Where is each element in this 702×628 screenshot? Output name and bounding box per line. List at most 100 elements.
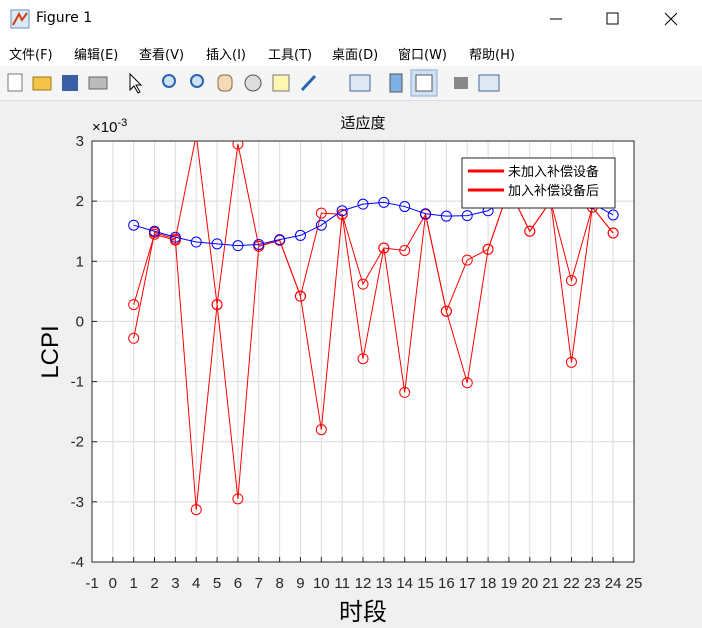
marker xyxy=(169,231,181,243)
marker xyxy=(315,219,327,231)
tool-link[interactable] xyxy=(349,74,371,92)
y-tick-label: -3 xyxy=(71,494,84,511)
chart-title: 适应度 xyxy=(340,114,385,132)
tool-open[interactable] xyxy=(32,76,52,91)
y-tick-label: 0 xyxy=(76,313,84,330)
tool-save[interactable] xyxy=(62,75,78,91)
maximize[interactable] xyxy=(606,12,619,25)
tool-print[interactable] xyxy=(88,76,108,90)
tool-brush[interactable] xyxy=(300,74,317,92)
menu-item[interactable]: 工具(T) xyxy=(268,48,313,63)
marker xyxy=(524,225,536,237)
series-line xyxy=(133,187,614,510)
marker xyxy=(420,208,432,220)
x-tick-label: 16 xyxy=(438,575,455,592)
marker xyxy=(232,141,244,150)
tool-new[interactable] xyxy=(7,73,23,92)
y-exponent: ×10-3 xyxy=(92,117,127,136)
menu-item[interactable]: 查看(V) xyxy=(139,48,185,63)
marker xyxy=(440,305,452,317)
marker xyxy=(274,234,286,246)
marker xyxy=(461,377,473,389)
marker xyxy=(607,209,619,221)
marker xyxy=(399,244,411,256)
marker xyxy=(461,254,473,266)
marker xyxy=(565,275,577,287)
y-tick-label: 2 xyxy=(76,193,84,210)
x-tick-label: 24 xyxy=(605,575,622,592)
tool-rotate[interactable] xyxy=(244,74,262,92)
chart: 适应度 ×10-3 时段 LCPI -1 0 1 2 3 4 5 6 7 8 9 10 11 12 13 14… xyxy=(37,114,643,626)
tool-select[interactable] xyxy=(129,72,143,94)
y-tick-label: -4 xyxy=(71,554,84,571)
menu-item[interactable]: 插入(I) xyxy=(206,48,246,63)
title-bar: Figure 1 xyxy=(0,0,702,38)
x-tick-label: 5 xyxy=(213,575,221,592)
x-tick-label: 6 xyxy=(234,575,242,592)
menu-item[interactable]: 窗口(W) xyxy=(398,48,447,63)
marker xyxy=(211,238,223,250)
window-title: Figure 1 xyxy=(36,10,93,26)
marker xyxy=(357,353,369,365)
tool-colorbar[interactable] xyxy=(389,73,403,93)
app-icon xyxy=(10,9,30,29)
window-controls[interactable] xyxy=(542,0,702,38)
marker xyxy=(607,227,619,239)
y-tick-label: -1 xyxy=(71,374,84,391)
marker xyxy=(253,238,265,250)
x-tick-label: 17 xyxy=(459,575,476,592)
tool-datatip[interactable] xyxy=(272,74,290,92)
marker xyxy=(378,196,390,208)
menu-item[interactable]: 编辑(E) xyxy=(74,48,119,63)
ticks: -1 0 1 2 3 4 5 6 7 8 9 10 11 12 13 14 15 16 17 18 19 20 21 22 23… xyxy=(71,133,643,592)
marker xyxy=(149,225,161,237)
tool-zoom-in[interactable] xyxy=(162,74,176,88)
marker xyxy=(378,242,390,254)
menu-item[interactable]: 帮助(H) xyxy=(469,48,515,63)
toolbar xyxy=(0,66,702,101)
x-tick-label: 18 xyxy=(480,575,497,592)
x-tick-label: 25 xyxy=(626,575,643,592)
menu-item[interactable]: 桌面(D) xyxy=(332,48,379,63)
y-tick-label: 3 xyxy=(76,133,84,150)
toolbar-icons[interactable] xyxy=(0,66,520,100)
tool-dock[interactable] xyxy=(478,74,500,92)
x-tick-label: 3 xyxy=(171,575,179,592)
tool-pan[interactable] xyxy=(217,74,233,92)
marker xyxy=(336,205,348,217)
close[interactable] xyxy=(664,12,678,26)
menu-bar: 文件(F) 编辑(E) 查看(V) 插入(I) 工具(T) 桌面(D) 窗口(W… xyxy=(0,38,702,66)
tool-zoom-out[interactable] xyxy=(190,74,204,88)
x-tick-label: 4 xyxy=(192,575,200,592)
legend-box xyxy=(461,157,616,209)
marker xyxy=(211,299,223,311)
menu-item[interactable]: 文件(F) xyxy=(9,48,53,63)
marker xyxy=(315,207,327,219)
x-tick-label: -1 xyxy=(85,575,98,592)
marker xyxy=(190,236,202,248)
x-tick-label: 21 xyxy=(542,575,559,592)
y-exponent-base: ×10 xyxy=(92,119,117,136)
x-tick-label: 12 xyxy=(355,575,372,592)
x-tick-label: 15 xyxy=(417,575,434,592)
marker xyxy=(128,219,140,231)
x-tick-label: 20 xyxy=(521,575,538,592)
marker xyxy=(232,240,244,252)
x-tick-label: 8 xyxy=(275,575,283,592)
x-tick-label: 1 xyxy=(130,575,138,592)
legend-label: 未加入补偿设备 xyxy=(508,164,599,179)
marker xyxy=(440,210,452,222)
x-tick-label: 11 xyxy=(334,575,350,592)
x-axis-label: 时段 xyxy=(339,599,387,626)
marker xyxy=(565,356,577,368)
x-tick-label: 22 xyxy=(563,575,580,592)
x-tick-label: 19 xyxy=(501,575,518,592)
marker xyxy=(357,198,369,210)
marker xyxy=(294,290,306,302)
tool-hide[interactable] xyxy=(454,77,468,89)
marker xyxy=(399,386,411,398)
marker xyxy=(232,493,244,505)
x-tick-label: 10 xyxy=(313,575,330,592)
